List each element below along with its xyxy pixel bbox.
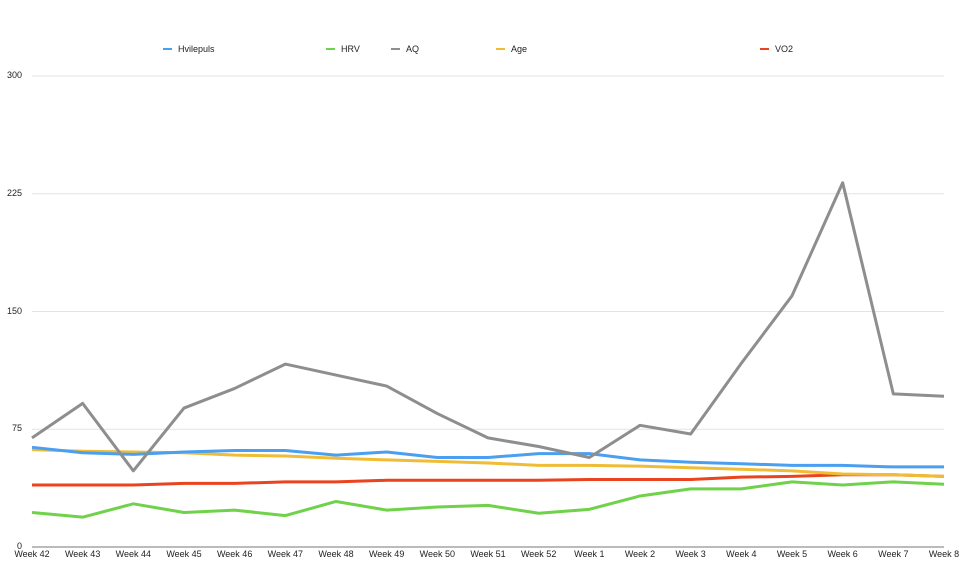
x-tick-label: Week 45: [166, 549, 202, 559]
legend-label: Age: [511, 44, 528, 54]
x-tick-label: Week 44: [115, 549, 151, 559]
x-tick-label: Week 42: [14, 549, 50, 559]
x-tick-label: Week 7: [878, 549, 909, 559]
legend-label: HRV: [341, 44, 360, 54]
legend-swatch-icon: [326, 48, 335, 50]
legend-swatch-icon: [760, 48, 769, 50]
grid-lines: [32, 75, 944, 430]
y-tick-label: 225: [6, 187, 22, 198]
legend-label: VO2: [775, 44, 794, 54]
x-tick-label: Week 49: [368, 549, 405, 559]
series-lines: [31, 181, 945, 519]
series-line-aq: [31, 181, 945, 473]
x-tick-label: Week 52: [520, 549, 557, 559]
legend-item-hrv: HRV: [326, 44, 360, 54]
x-tick-label: Week 8: [928, 549, 960, 559]
legend-swatch-icon: [391, 48, 400, 50]
series-line-hvilepuls: [31, 445, 944, 469]
legend-item-age: Age: [496, 44, 527, 54]
x-tick-label: Week 51: [470, 549, 506, 559]
x-tick-label: Week 1: [574, 549, 605, 559]
legend-swatch-icon: [163, 48, 172, 50]
x-tick-label: Week 6: [827, 549, 858, 559]
x-tick-label: Week 50: [419, 549, 455, 559]
x-tick-label: Week 2: [624, 549, 656, 559]
series-line-vo2: [32, 473, 945, 487]
x-tick-label: Week 46: [216, 549, 253, 559]
y-tick-label: 300: [6, 70, 22, 80]
legend-item-aq: AQ: [391, 44, 419, 54]
x-tick-label: Week 5: [776, 549, 808, 559]
series-line-hrv: [31, 480, 945, 519]
y-tick-label: 150: [6, 305, 22, 316]
x-tick-label: Week 4: [726, 549, 757, 559]
y-tick-label: 0: [16, 541, 22, 551]
x-tick-label: Week 43: [64, 549, 101, 559]
x-tick-label: Week 47: [267, 549, 303, 559]
legend-label: AQ: [406, 44, 420, 54]
legend-item-hvilepuls: Hvilepuls: [163, 44, 215, 54]
legend: Hvilepuls HRV AQ Age VO2: [0, 44, 973, 58]
legend-label: Hvilepuls: [178, 44, 215, 54]
legend-swatch-icon: [496, 48, 505, 50]
y-tick-label: 75: [11, 423, 22, 434]
x-tick-label: Week 48: [318, 549, 354, 559]
x-tick-label: Week 3: [675, 549, 706, 559]
legend-item-vo2: VO2: [760, 44, 793, 54]
